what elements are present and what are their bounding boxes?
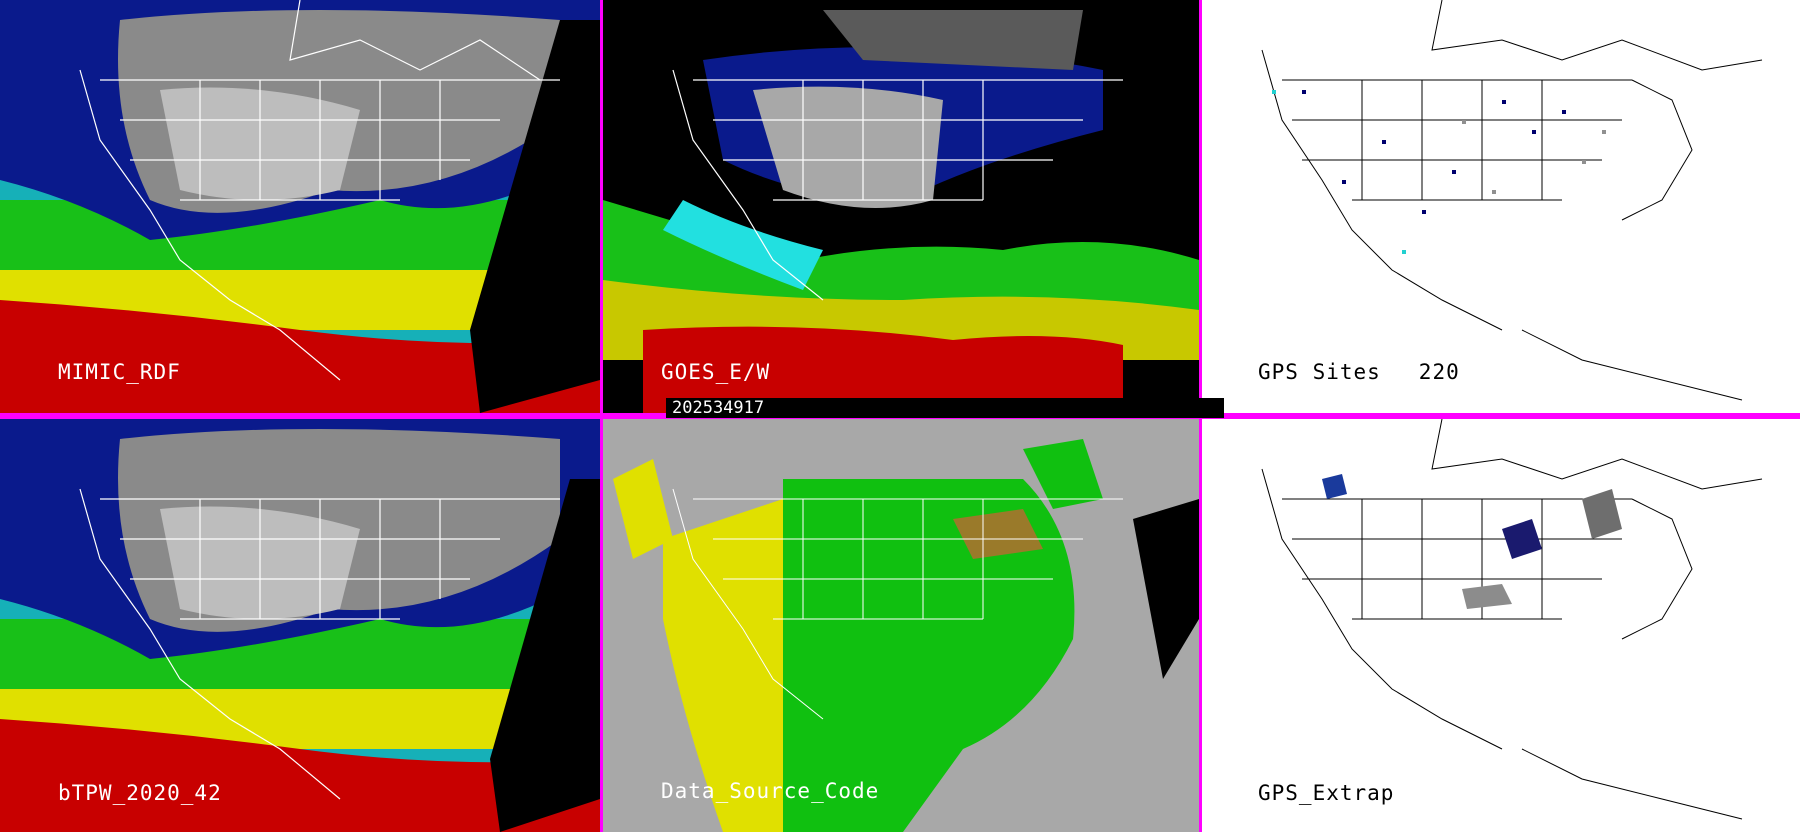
panel-label-mimic: MIMIC_RDF	[58, 360, 181, 384]
panel-btpw[interactable]: bTPW_2020_42	[0, 419, 600, 832]
gps-sites-count: 220	[1418, 360, 1460, 384]
panel-gps-extrap[interactable]: GPS_Extrap	[1202, 419, 1800, 832]
tpw-map	[0, 0, 600, 413]
panel-label-data-source: Data_Source_Code	[661, 779, 880, 803]
panel-label-gps-extrap: GPS_Extrap	[1258, 781, 1395, 805]
btpw-map	[0, 419, 600, 832]
gps-sites-map	[1202, 0, 1800, 413]
timestamp-bar: 202534917	[666, 398, 1224, 418]
panel-mimic-rdf[interactable]: MIMIC_RDF	[0, 0, 600, 413]
panel-gps-sites[interactable]: GPS Sites 220	[1202, 0, 1800, 413]
data-source-map	[603, 419, 1199, 832]
gps-extrap-map	[1202, 419, 1800, 832]
panel-label-btpw: bTPW_2020_42	[58, 781, 222, 805]
panel-data-source-code[interactable]: Data_Source_Code	[603, 419, 1199, 832]
panel-label-goes: GOES_E/W	[661, 360, 771, 384]
panel-goes-ew[interactable]: GOES_E/W	[603, 0, 1199, 413]
panel-label-gps-sites: GPS Sites 220	[1258, 360, 1460, 384]
gps-sites-title: GPS Sites	[1258, 360, 1381, 384]
goes-map	[603, 0, 1199, 413]
